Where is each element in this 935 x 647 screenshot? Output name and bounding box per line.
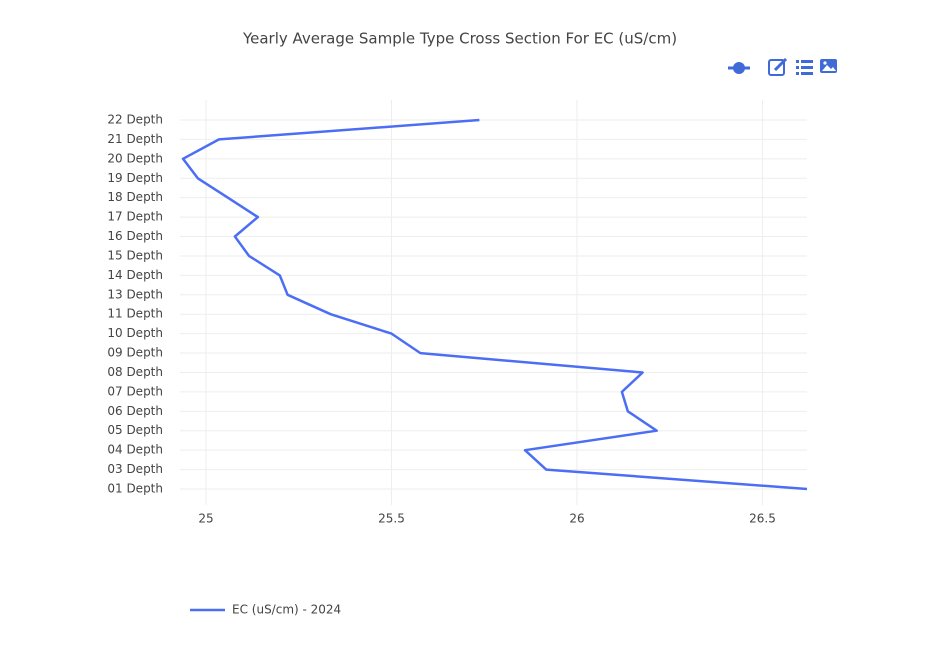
list-icon[interactable] — [796, 60, 813, 75]
y-tick-label: 03 Depth — [107, 462, 163, 476]
y-tick-label: 15 Depth — [107, 248, 163, 262]
toolbar — [728, 57, 837, 76]
y-tick-label: 10 Depth — [107, 326, 163, 340]
y-tick-label: 22 Depth — [107, 113, 163, 127]
y-tick-label: 08 Depth — [107, 365, 163, 379]
y-tick-label: 13 Depth — [107, 287, 163, 301]
legend-label: EC (uS/cm) - 2024 — [232, 603, 341, 617]
y-tick-label: 09 Depth — [107, 346, 163, 360]
y-tick-label: 06 Depth — [107, 404, 163, 418]
x-tick-label: 25.5 — [378, 512, 405, 526]
y-tick-label: 04 Depth — [107, 443, 163, 457]
y-tick-label: 18 Depth — [107, 190, 163, 204]
y-tick-label: 14 Depth — [107, 268, 163, 282]
x-tick-label: 25 — [198, 512, 213, 526]
y-tick-label: 07 Depth — [107, 384, 163, 398]
edit-icon[interactable] — [768, 57, 788, 76]
x-tick-label: 26.5 — [749, 512, 776, 526]
chart-title: Yearly Average Sample Type Cross Section… — [242, 30, 677, 48]
y-tick-label: 17 Depth — [107, 210, 163, 224]
y-tick-label: 21 Depth — [107, 132, 163, 146]
toggle-icon[interactable] — [728, 62, 750, 74]
image-icon[interactable] — [820, 59, 837, 73]
y-tick-label: 11 Depth — [107, 307, 163, 321]
y-tick-label: 20 Depth — [107, 151, 163, 165]
x-tick-label: 26 — [569, 512, 584, 526]
y-tick-label: 19 Depth — [107, 171, 163, 185]
y-tick-label: 16 Depth — [107, 229, 163, 243]
y-tick-label: 05 Depth — [107, 423, 163, 437]
y-tick-label: 01 Depth — [107, 482, 163, 496]
data-line — [181, 118, 808, 491]
